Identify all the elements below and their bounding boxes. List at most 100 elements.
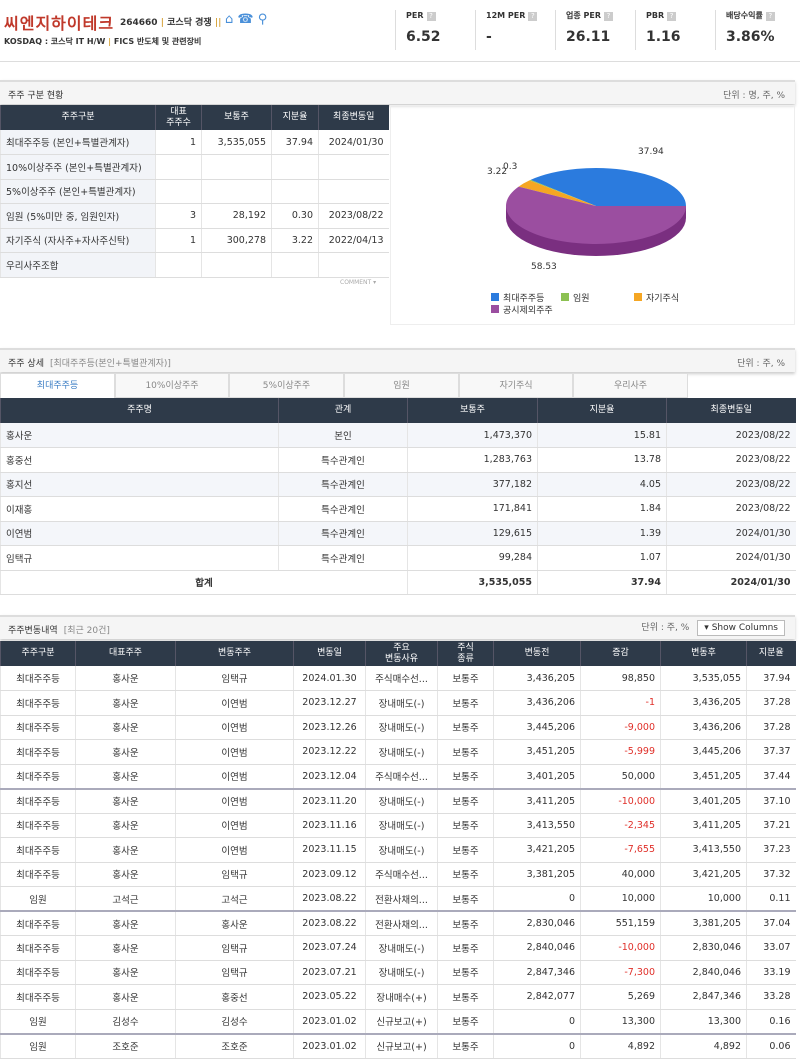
table-cell: 3,413,550 <box>660 837 747 863</box>
tab-0[interactable]: 최대주주등 <box>0 373 115 398</box>
table-cell <box>318 252 389 278</box>
table-cell: 2023.11.16 <box>293 813 366 838</box>
table-cell: 0 <box>493 1009 581 1034</box>
table-cell: 조호준 <box>75 1033 176 1059</box>
table-cell: 3,401,205 <box>660 788 747 814</box>
column-header: 보통주 <box>201 105 272 130</box>
table-cell: 홍사운 <box>75 911 176 936</box>
metric-value: - <box>486 29 492 45</box>
table-cell: 37.32 <box>746 862 796 887</box>
table-cell: 4,892 <box>580 1033 661 1059</box>
comment-toggle[interactable]: COMMENT ▾ <box>340 279 377 286</box>
table-cell: 전환사채의... <box>365 886 438 912</box>
table-cell: 2023.12.04 <box>293 764 366 789</box>
legend-item: 공시제외주주 <box>491 303 553 316</box>
table-cell: 4.05 <box>537 472 667 497</box>
table-cell: 임택규 <box>175 960 294 985</box>
table-cell: 최대주주등 (본인+특별관계자) <box>0 130 156 155</box>
table-cell: -7,300 <box>580 960 661 985</box>
table-cell <box>155 154 202 180</box>
table-cell: 최대주주등 <box>0 690 76 716</box>
column-header: 최종변동일 <box>318 105 389 130</box>
table-row: 최대주주등 홍사운 이연범 2023.12.27 장내매도(-) 보통주 3,436,206… <box>0 690 796 716</box>
table-cell: 임택규 <box>175 935 294 961</box>
tab-4[interactable]: 자기주식 <box>459 373 573 398</box>
table-cell: 이연범 <box>175 788 294 814</box>
table-cell: -7,655 <box>580 837 661 863</box>
table-cell: 홍사운 <box>75 690 176 716</box>
phone-icon[interactable]: ☎ <box>237 12 254 27</box>
table-cell: 최대주주등 <box>0 764 76 789</box>
table-cell: 특수관계인 <box>278 447 408 473</box>
pie-slice-3[interactable] <box>506 186 686 245</box>
table-cell: 보통주 <box>437 690 494 716</box>
table-cell: 2023/08/22 <box>666 423 796 448</box>
sector: FICS 반도체 및 관련장비 <box>113 37 202 46</box>
table-cell: 50,000 <box>580 764 661 789</box>
pie-chart-panel: 37.94 0.3 3.22 58.53 최대주주등 임원 자기주식 공시제외주주 <box>390 105 795 325</box>
header-icons: ⌂ ☎ ⚲ <box>225 12 267 27</box>
table-cell: 보통주 <box>437 862 494 887</box>
table-cell: 장내매도(-) <box>365 813 438 838</box>
tab-3[interactable]: 임원 <box>344 373 459 398</box>
help-icon[interactable]: ? <box>426 12 436 21</box>
table-cell: 1,473,370 <box>407 423 538 448</box>
show-columns-button[interactable]: ▾ Show Columns <box>697 620 785 636</box>
show-columns-label: Show Columns <box>711 623 778 633</box>
help-icon[interactable]: ? <box>765 12 775 21</box>
home-icon[interactable]: ⌂ <box>225 12 234 27</box>
table-cell: 홍사운 <box>75 788 176 814</box>
legend-label: 최대주주등 <box>503 294 545 304</box>
total-row: 합계 3,535,055 37.94 2024/01/30 <box>0 570 796 595</box>
table-cell: 28,192 <box>201 203 272 229</box>
table-cell: 임원 <box>0 886 76 912</box>
tab-2[interactable]: 5%이상주주 <box>229 373 344 398</box>
table-row: 최대주주등 홍사운 이연범 2023.12.26 장내매도(-) 보통주 3,445,206… <box>0 715 796 740</box>
table-row: 홍사운 본인 1,473,370 15.81 2023/08/22 <box>0 423 796 448</box>
table-cell: 2023.12.27 <box>293 690 366 716</box>
table-cell: 홍사운 <box>75 715 176 740</box>
table-cell: 3,445,206 <box>493 715 581 740</box>
help-icon[interactable]: ? <box>604 12 613 21</box>
table-cell: 특수관계인 <box>278 521 408 546</box>
table-cell: 3,411,205 <box>660 813 747 838</box>
table-cell <box>318 179 389 204</box>
pie-label: 3.22 <box>487 167 507 177</box>
table-cell: 김성수 <box>175 1009 294 1034</box>
table-row: 임원 고석근 고석근 2023.08.22 전환사채의... 보통주 0 10,000 10,0… <box>0 886 796 912</box>
table-cell: 5%이상주주 (본인+특별관계자) <box>0 179 156 204</box>
tab-5[interactable]: 우리사주 <box>573 373 688 398</box>
tab-1[interactable]: 10%이상주주 <box>115 373 229 398</box>
table-cell: 2,842,077 <box>493 984 581 1010</box>
help-icon[interactable]: ? <box>667 12 677 21</box>
table-cell: 보통주 <box>437 788 494 814</box>
table-cell: 보통주 <box>437 666 494 691</box>
location-icon[interactable]: ⚲ <box>257 12 268 27</box>
unit-label: 단위 : 주, % <box>737 359 785 369</box>
table-cell: 37.94 <box>271 130 319 155</box>
table-row: 5%이상주주 (본인+특별관계자) <box>0 179 389 204</box>
table-row: 최대주주등 홍사운 이연범 2023.12.04 주식매수선... 보통주 3,401,20… <box>0 764 796 789</box>
pie-slice-2[interactable] <box>518 180 596 206</box>
table-cell: 3,445,206 <box>660 739 747 765</box>
table-cell: 2023.05.22 <box>293 984 366 1010</box>
table-cell: 3.22 <box>271 228 319 253</box>
section-subtitle: [최대주주등(본인+특별관계자)] <box>49 359 171 369</box>
table-cell: 최대주주등 <box>0 935 76 961</box>
pie-slice-0[interactable] <box>530 168 686 206</box>
legend-label: 자기주식 <box>646 294 680 304</box>
table-cell: 임택규 <box>0 545 279 571</box>
column-header: 주요 변동사유 <box>365 641 438 666</box>
table-cell: 특수관계인 <box>278 472 408 497</box>
table-cell: 홍중선 <box>175 984 294 1010</box>
table-cell: 0 <box>493 1033 581 1059</box>
help-icon[interactable]: ? <box>528 12 538 21</box>
table-cell: 3,401,205 <box>493 764 581 789</box>
table-cell: 보통주 <box>437 935 494 961</box>
section-title: 주주 구분 현황 <box>8 91 64 101</box>
table-cell: 보통주 <box>437 715 494 740</box>
table-cell: 2023.11.20 <box>293 788 366 814</box>
table-cell: 2024.01.30 <box>293 666 366 691</box>
pie-slice-1[interactable] <box>529 179 596 206</box>
table-cell: 10,000 <box>580 886 661 912</box>
